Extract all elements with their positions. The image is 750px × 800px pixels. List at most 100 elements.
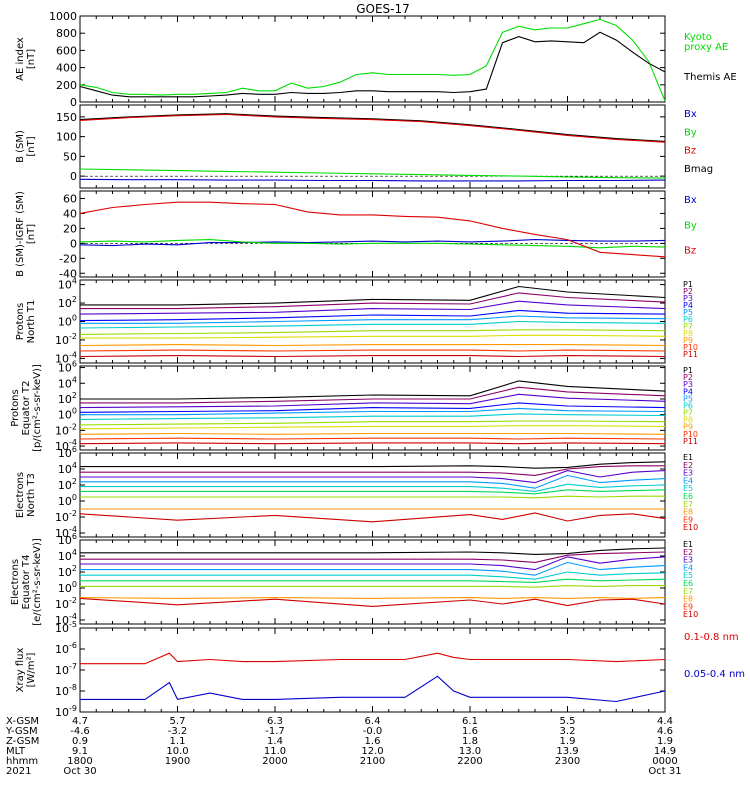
y-tick-label: 104 [58,548,77,563]
series-line [79,239,666,249]
y-tick-label: 0 [70,237,77,250]
x-row-value: 12.0 [361,746,383,757]
legend-entry: Bz [684,246,696,257]
series-line [80,465,665,476]
year-label: 2021 [6,766,31,777]
legend-entry: P8 [683,416,693,425]
y-tick-label: 10-4 [55,612,77,627]
y-axis-label: AE index [15,37,26,81]
x-row-value: 6.1 [462,716,478,727]
legend-entry: E2 [683,548,693,557]
x-row-value: 13.0 [459,746,481,757]
y-axis-label: [nT] [26,224,37,244]
x-row-value: 0.9 [72,736,88,747]
y-axis-label: [e/(cm²-s-sr-keV)] [32,538,43,626]
panel-1: 0 200 400 600 800 1000 AE index [nT] Kyotoproxy … [15,10,737,109]
y-tick-label: 100 [58,493,77,508]
x-row-value: 3.2 [560,726,576,737]
series-line [80,461,666,469]
series-line [79,300,666,315]
legend-entry: Bz [684,146,696,157]
series-line [80,675,666,703]
series-line [80,380,666,400]
x-row-value: 5.7 [170,716,186,727]
x-row-value: 2100 [360,756,385,767]
x-row-value: 6.4 [365,716,381,727]
y-tick-label: 400 [56,62,77,75]
x-row-value: 1.1 [170,736,186,747]
series-line [79,425,666,430]
legend-entry: Bx [684,109,697,120]
series-line [80,556,666,571]
x-row-value: 1.4 [267,736,283,747]
x-row-value: 4.4 [657,716,673,727]
panel-8: 10-9 10-8 10-7 10-6 10-5 Xray flux [W/m²] 0.1-0… [15,620,745,719]
series-line [80,386,666,404]
x-row-value: 5.5 [560,716,576,727]
y-tick-label: 0 [70,170,77,183]
series-line [79,309,666,322]
legend-entry: E5 [683,484,693,493]
legend-entry: E7 [683,500,693,509]
legend-entry: P10 [683,343,698,352]
y-tick-label: 106 [58,445,77,460]
legend-entry: 0.05-0.4 nm [684,669,745,680]
series-line [79,178,666,182]
legend-entry: E4 [683,476,693,485]
y-tick-label: 60 [63,192,77,205]
legend-entry: Bmag [684,164,713,175]
y-axis-label: Electrons [10,559,21,605]
legend-entry: E4 [683,563,693,572]
series-line [80,334,666,339]
legend-entry: P1 [683,366,693,375]
series-line [79,442,666,445]
series-line [80,551,666,563]
date-start: Oct 30 [63,766,96,777]
figure-title: GOES-17 [356,2,410,16]
y-axis-label: [nT] [26,49,37,69]
x-row-value: 1.9 [560,736,576,747]
x-row-label: hhmm [6,756,38,767]
y-tick-label: 102 [58,564,77,579]
legend-entry: P7 [683,322,693,331]
series-line [80,547,666,555]
legend-entry: E7 [683,587,693,596]
y-tick-label: 104 [58,375,77,390]
series-line [80,489,666,495]
x-row-value: 2300 [555,756,580,767]
series-line [80,407,666,416]
legend-entry: P4 [683,387,693,396]
y-axis-label: Electrons [15,472,26,518]
legend-entry: E2 [683,461,693,470]
x-row-label: X-GSM [6,716,39,727]
legend-entry: P1 [683,280,693,289]
y-axis-label: B (SM)-IGRF (SM) [15,191,26,277]
x-row-value: 10.0 [166,746,188,757]
legend-entry: proxy AE [684,42,728,53]
series-line [79,31,666,98]
series-line [79,597,666,599]
series-line [79,168,666,179]
y-tick-label: 102 [58,391,77,406]
legend-entry: E9 [683,602,693,611]
y-axis-label: [p/(cm²-s-sr-keV)] [32,364,43,452]
legend-entry: E5 [683,571,693,580]
y-tick-label: 50 [63,150,77,163]
y-tick-label: 100 [58,314,77,329]
series-line [79,597,666,607]
y-tick-label: 102 [58,477,77,492]
x-row-value: 13.9 [556,746,578,757]
legend-entry: E1 [683,540,693,549]
x-row-value: 1.6 [462,726,478,737]
y-axis-label: [nT] [26,136,37,156]
x-row-value: 9.1 [72,746,88,757]
y-tick-label: 10-2 [55,332,77,347]
legend-entry: P4 [683,301,693,310]
y-axis-label: Protons [10,389,21,426]
series-line [79,201,666,258]
series-line [79,512,666,523]
y-tick-label: -40 [59,267,77,280]
legend-entry: E10 [683,523,698,532]
